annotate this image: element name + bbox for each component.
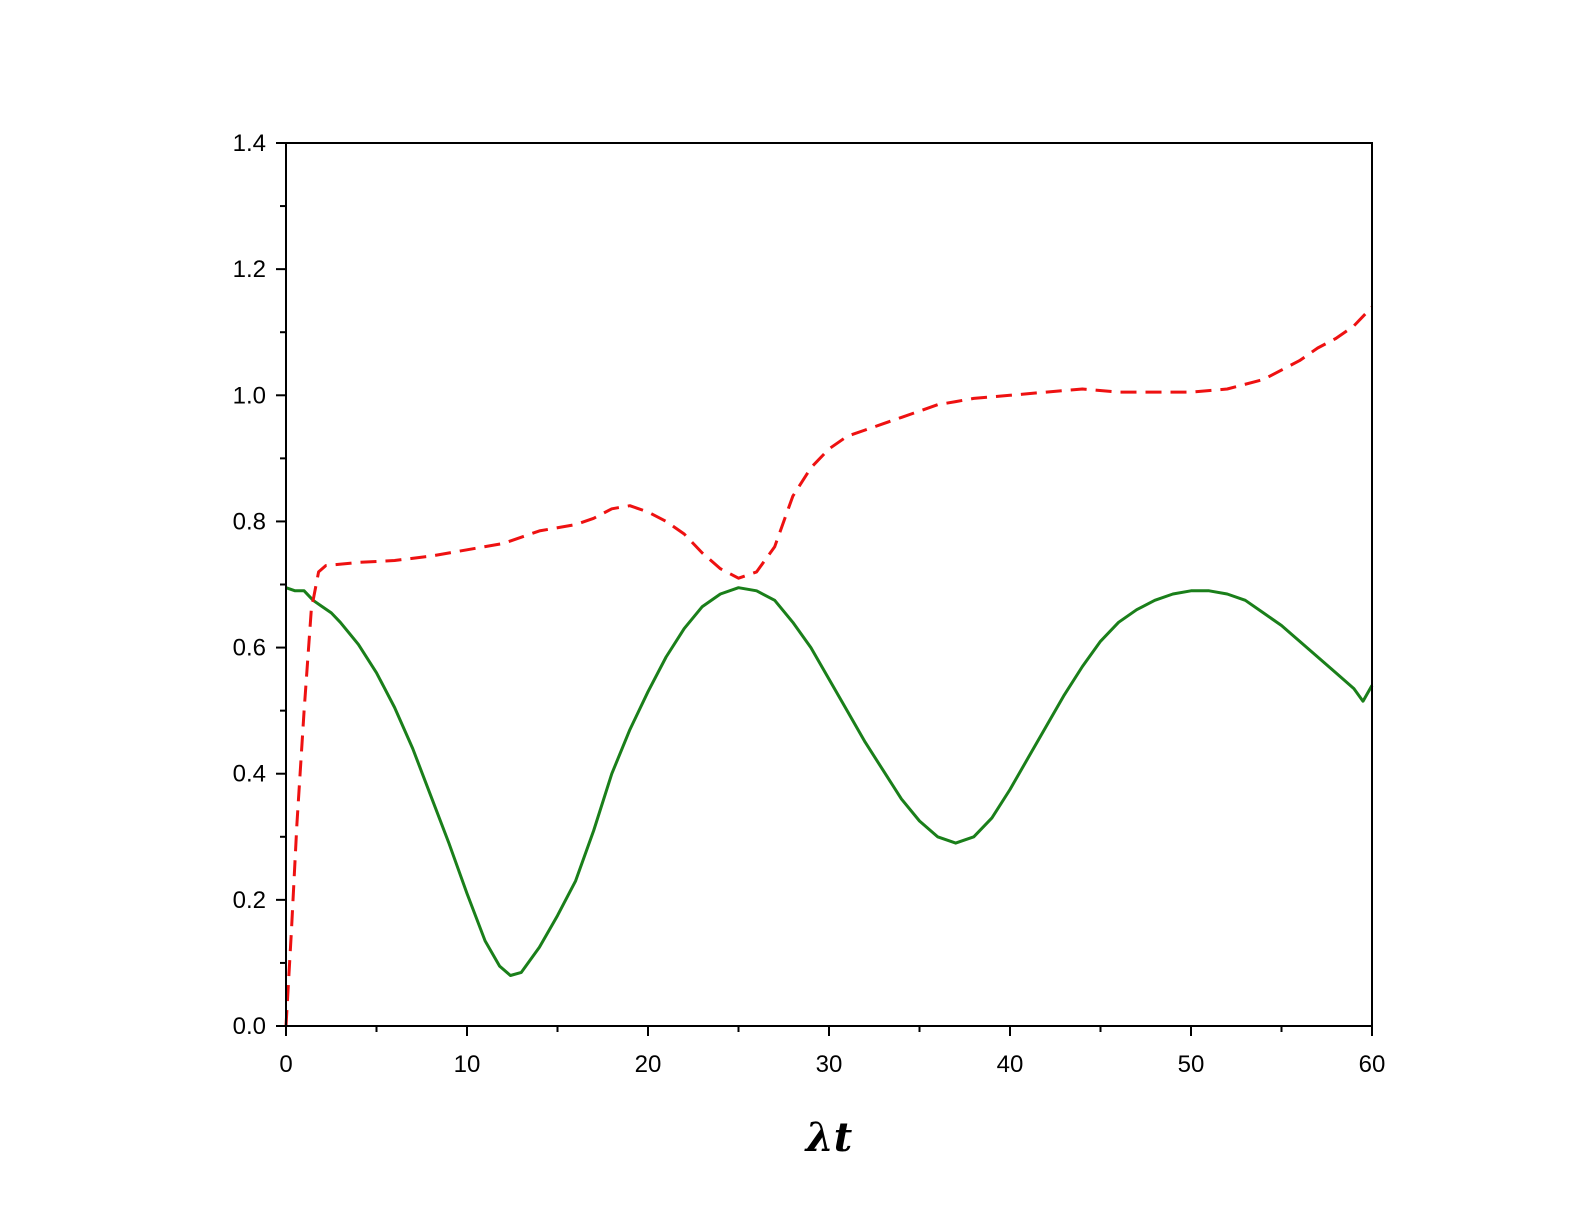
x-tick-label: 20 bbox=[635, 1051, 662, 1078]
x-tick-label: 50 bbox=[1178, 1051, 1205, 1078]
y-tick-label: 1.2 bbox=[233, 256, 266, 283]
y-tick-label: 0.2 bbox=[233, 887, 266, 914]
y-tick-label: 0.8 bbox=[233, 508, 266, 535]
y-tick-label: 0.6 bbox=[233, 635, 266, 662]
x-tick-label: 0 bbox=[279, 1051, 292, 1078]
x-tick-label: 60 bbox=[1359, 1051, 1386, 1078]
y-tick-label: 0.4 bbox=[233, 761, 266, 788]
ticks-layer: 0 10 20 30 40 50 60 0.0 0.2 0.4 0.6 0.8 1.0 1.2 1.4 bbox=[233, 130, 1386, 1078]
x-axis-title: λt bbox=[804, 1114, 853, 1161]
series-line-solid-green bbox=[285, 586, 1374, 977]
y-tick-label: 1.4 bbox=[233, 130, 266, 157]
series-line-dashed-red bbox=[284, 305, 1374, 1027]
series-layer bbox=[284, 305, 1374, 1027]
y-tick-label: 1.0 bbox=[233, 382, 266, 409]
y-tick-label: 0.0 bbox=[233, 1013, 266, 1040]
x-tick-label: 30 bbox=[816, 1051, 843, 1078]
x-tick-label: 10 bbox=[454, 1051, 481, 1078]
plot-frame bbox=[285, 142, 1373, 1027]
x-tick-label: 40 bbox=[997, 1051, 1024, 1078]
